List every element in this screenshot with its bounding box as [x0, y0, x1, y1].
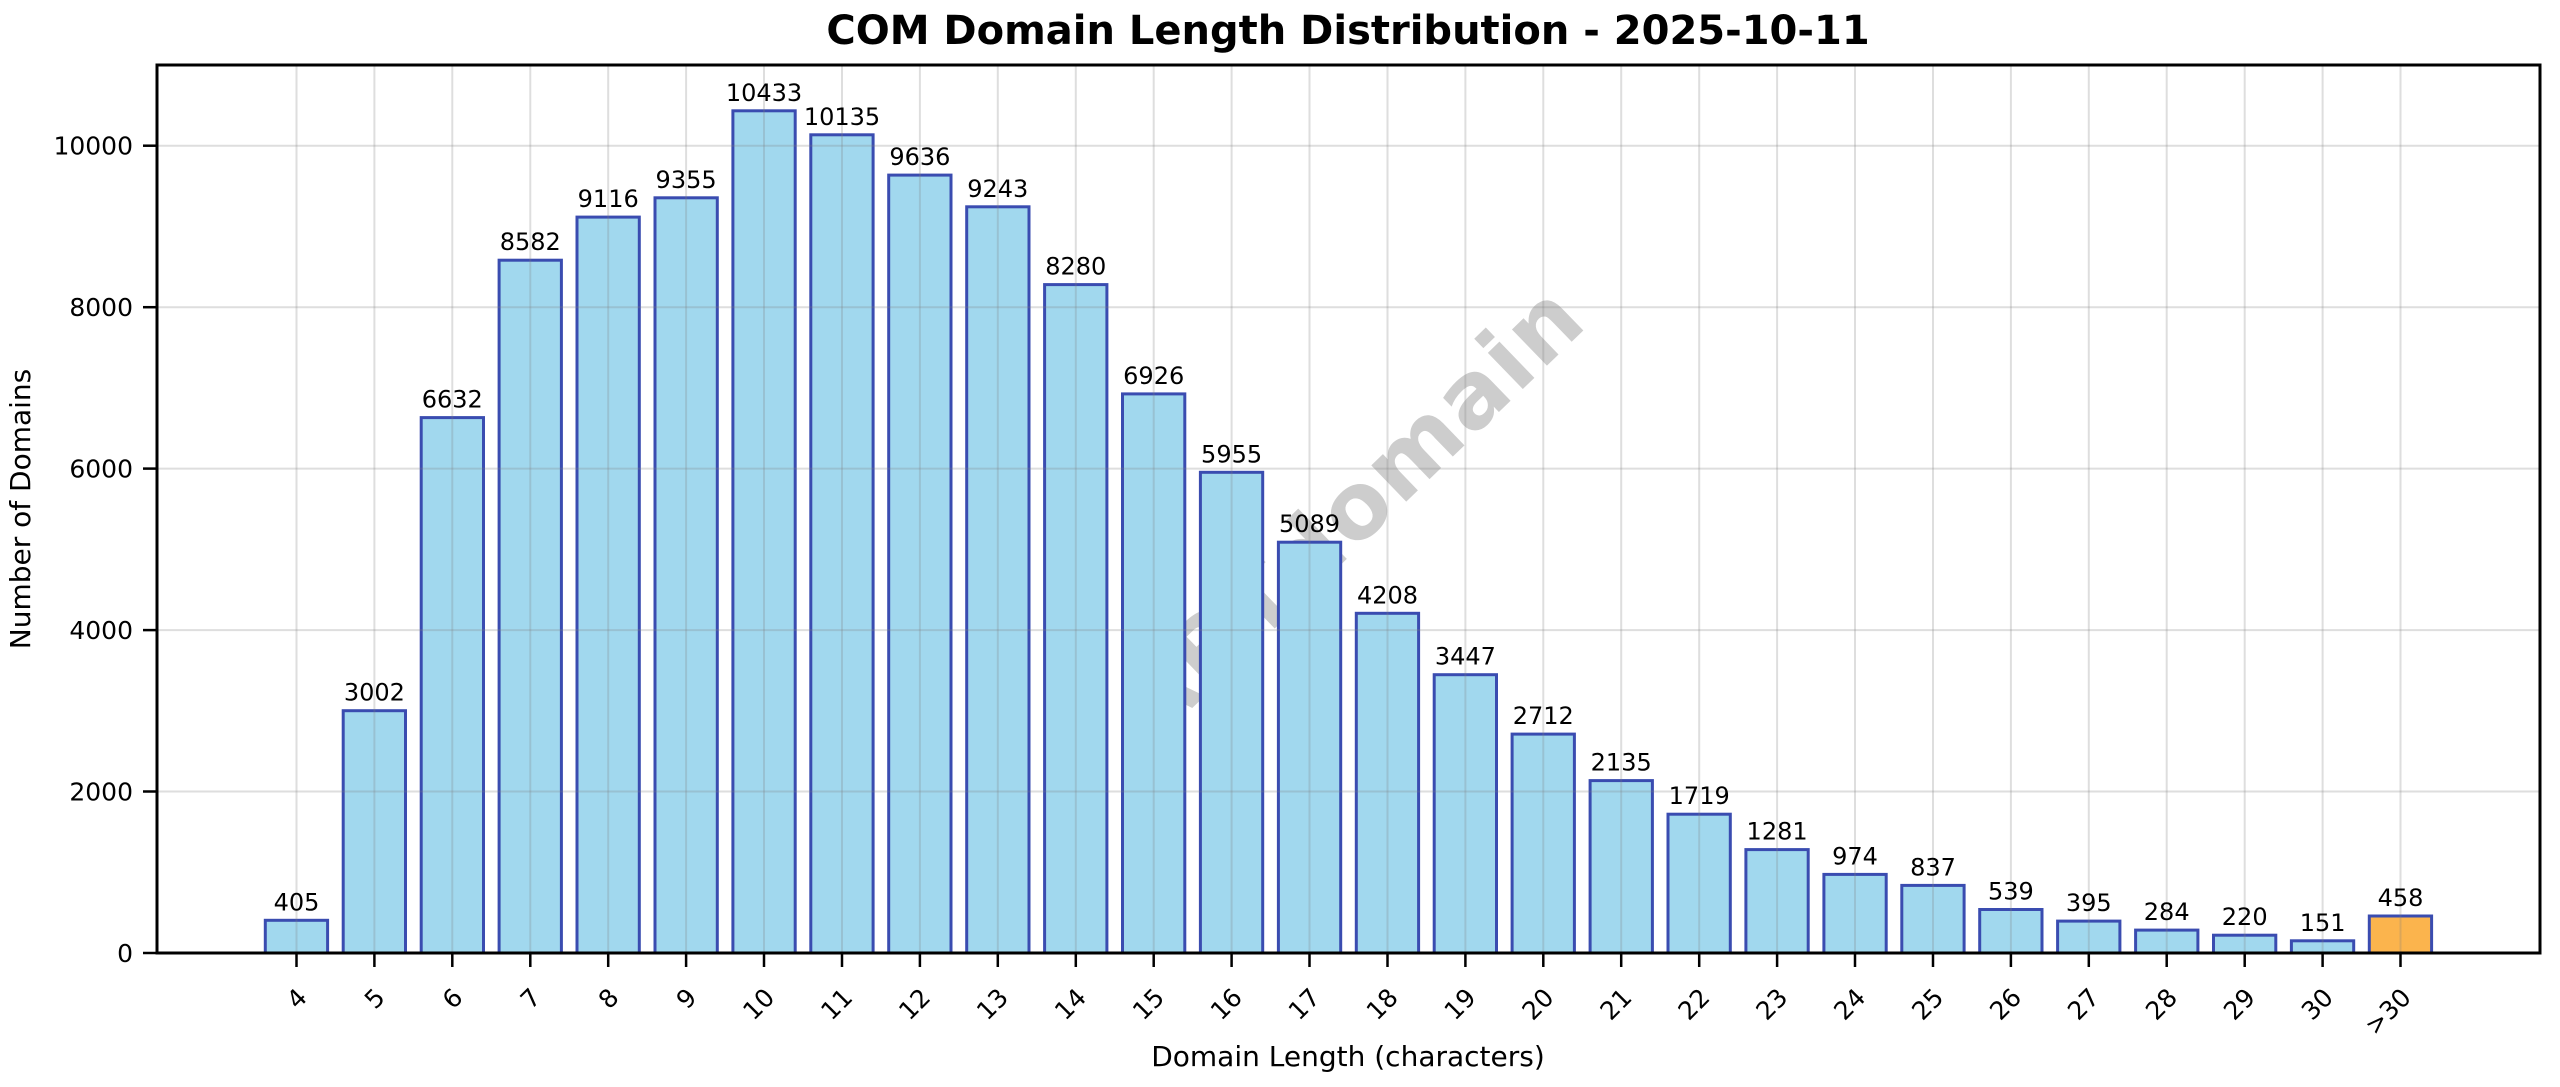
y-axis-title: Number of Domains: [4, 369, 37, 650]
bar: [1276, 540, 1343, 955]
y-tick-label: 0: [117, 939, 133, 968]
bar-value-label: 4208: [1357, 581, 1418, 609]
bars-group: [263, 109, 2434, 955]
bar-value-label: 10135: [804, 103, 880, 131]
x-tick-label: 8: [593, 983, 625, 1015]
x-tick-label: 27: [2062, 983, 2105, 1026]
x-tick-label: 29: [2218, 983, 2261, 1026]
x-tick-label: 25: [1906, 983, 1949, 1026]
bar: [1432, 673, 1498, 955]
chart-title: COM Domain Length Distribution - 2025-10…: [826, 8, 1869, 54]
y-tick-labels-group: 0 2000 4000 6000 8000 10000: [53, 132, 133, 968]
bar: [887, 173, 953, 955]
y-tick-label: 6000: [69, 455, 133, 484]
x-tick-label: 5: [359, 983, 391, 1015]
bar-value-label: 3447: [1435, 643, 1496, 671]
bar-value-label: 10433: [726, 79, 802, 107]
x-tick-label: 10: [737, 983, 780, 1026]
x-tick-label: 30: [2296, 983, 2339, 1026]
bar-value-label: 395: [2066, 889, 2112, 917]
bar: [965, 205, 1031, 955]
x-tick-label: 14: [1049, 983, 1092, 1026]
bar-highlight: [2367, 914, 2434, 955]
bar: [731, 109, 797, 955]
x-tick-label: 9: [671, 983, 703, 1015]
x-tick-label: 28: [2140, 983, 2183, 1026]
x-axis-title: Domain Length (characters): [1151, 1040, 1545, 1073]
bar: [1354, 611, 1421, 955]
bar-value-label: 220: [2222, 903, 2268, 931]
bar-value-label: 2135: [1591, 749, 1652, 777]
bar: [1822, 872, 1888, 955]
y-tick-label: 8000: [69, 293, 133, 322]
bar: [1978, 908, 2044, 955]
bar-value-label: 837: [1910, 853, 1956, 881]
bar-value-label: 458: [2378, 884, 2424, 912]
x-tick-label: 7: [515, 983, 547, 1015]
bar-value-label: 8280: [1045, 253, 1106, 281]
x-tick-label: 12: [893, 983, 936, 1026]
bar-value-label: 9355: [656, 166, 717, 194]
gridlines-group: [157, 65, 2540, 953]
bar-value-label: 405: [274, 888, 320, 916]
plot-border: [155, 63, 2542, 955]
bar-value-label: 5955: [1201, 440, 1262, 468]
bar: [1198, 470, 1265, 955]
bar-value-label: 9636: [889, 143, 950, 171]
bar-value-label: 6632: [422, 386, 483, 414]
x-tick-label: 15: [1127, 983, 1170, 1026]
bar-value-label: 974: [1832, 842, 1878, 870]
bar: [1666, 812, 1732, 955]
x-tick-label: 26: [1984, 983, 2027, 1026]
bar: [2056, 919, 2122, 955]
y-tick-label: 4000: [69, 616, 133, 645]
bar: [1588, 779, 1654, 955]
bar: [809, 133, 875, 955]
bar-value-label: 3002: [344, 679, 405, 707]
bar-value-label: 2712: [1513, 702, 1574, 730]
bar-value-label: 539: [1988, 878, 2034, 906]
bar-value-label: 1281: [1747, 818, 1808, 846]
x-tick-label: 17: [1283, 983, 1326, 1026]
x-tick-label: 16: [1205, 983, 1248, 1026]
bar-value-label: 284: [2144, 898, 2190, 926]
bar-value-label: 1719: [1669, 782, 1730, 810]
x-tick-label: 11: [815, 983, 858, 1026]
bar: [419, 416, 486, 955]
bar: [263, 918, 330, 955]
x-tick-label: 22: [1672, 983, 1715, 1026]
bar-value-label: 9243: [967, 175, 1028, 203]
x-tick-label: 4: [281, 983, 313, 1015]
x-tick-label: 24: [1828, 983, 1871, 1026]
x-tick-label: 20: [1517, 983, 1560, 1026]
y-tick-label: 2000: [69, 778, 133, 807]
bar-value-label: 151: [2300, 909, 2346, 937]
x-tick-label: 18: [1361, 983, 1404, 1026]
x-tick-label: 6: [437, 983, 469, 1015]
bar: [341, 709, 408, 955]
bar-value-label: 9116: [578, 185, 639, 213]
bar-value-label: 5089: [1279, 510, 1340, 538]
bar-value-label: 8582: [500, 228, 561, 256]
x-tick-label: 21: [1594, 983, 1637, 1026]
x-tick-label: 23: [1750, 983, 1793, 1026]
bar: [1744, 848, 1810, 955]
x-tick-label: >30: [2359, 983, 2417, 1041]
x-tick-labels-group: 4 5 6 7 8 9 10 11 12 13 14 15 16 17 18 19 20 21 22 23 24 25 26…: [281, 983, 2417, 1041]
bar-value-label: 6926: [1123, 362, 1184, 390]
x-tick-label: 13: [971, 983, 1014, 1026]
x-tick-label: 19: [1439, 983, 1482, 1026]
bar: [1510, 732, 1576, 955]
axis-ticks-group: [143, 144, 2402, 967]
y-tick-label: 10000: [53, 132, 133, 161]
bar: [1121, 392, 1187, 955]
